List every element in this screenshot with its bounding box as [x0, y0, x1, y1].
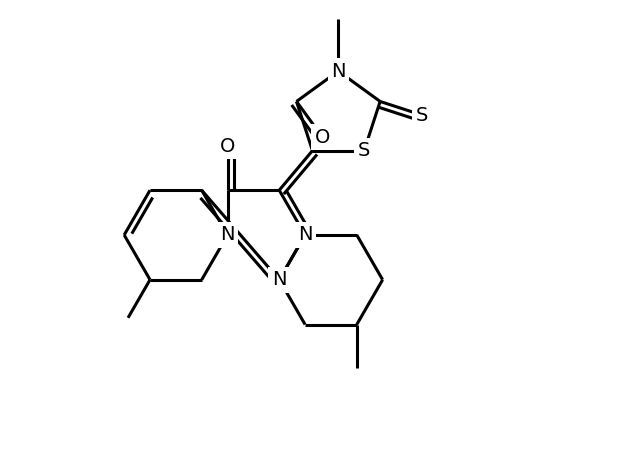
- Text: S: S: [358, 141, 371, 160]
- Text: N: N: [272, 270, 287, 289]
- Text: O: O: [220, 137, 236, 156]
- Text: N: N: [298, 225, 312, 244]
- Text: O: O: [315, 127, 330, 146]
- Text: N: N: [220, 225, 235, 244]
- Text: S: S: [416, 106, 428, 125]
- Text: N: N: [331, 62, 346, 81]
